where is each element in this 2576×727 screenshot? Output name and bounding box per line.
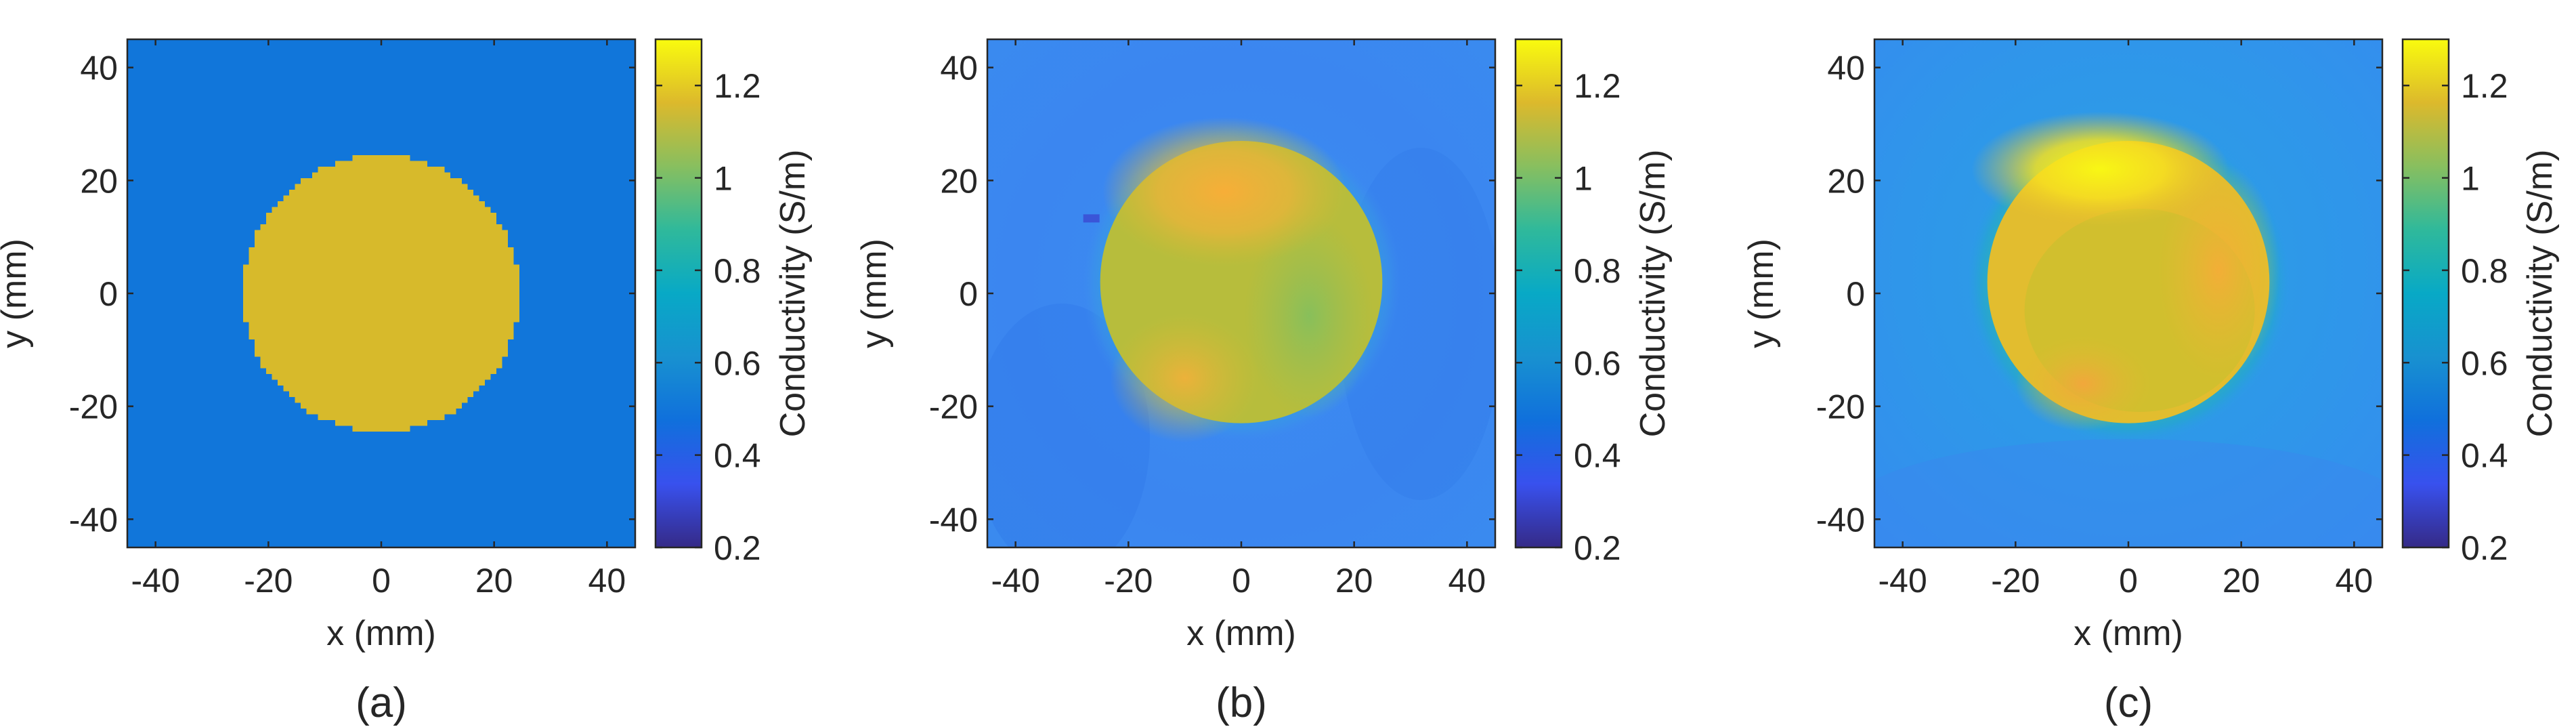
colorbar — [1514, 38, 1563, 549]
heatmap — [127, 39, 635, 547]
colorbar-label: Conductivity (S/m) — [2520, 150, 2560, 438]
x-tick-label: -40 — [131, 562, 180, 600]
y-axis-label: y (mm) — [0, 238, 34, 348]
heatmap — [1874, 39, 2382, 547]
inclusion-hotspot — [1102, 117, 1346, 266]
x-tick-label: -40 — [991, 562, 1040, 600]
y-tick-label: -40 — [1816, 501, 1865, 539]
heatmap-layers — [987, 39, 1495, 547]
y-tick-label: 20 — [80, 162, 118, 200]
colorbar-tick-label: 1.2 — [1574, 67, 1621, 105]
artifact-pixel — [1083, 214, 1100, 223]
colorbar-tick-label: 1 — [714, 160, 733, 198]
colorbar-tick-label: 1 — [1574, 160, 1593, 198]
x-tick-label: 20 — [475, 562, 513, 600]
y-tick-label: 0 — [99, 275, 118, 313]
colorbar-tick-label: 0.4 — [2461, 437, 2508, 475]
y-tick-label: 0 — [959, 275, 978, 313]
colorbar-tick-label: 1 — [2461, 160, 2480, 198]
colorbar-label: Conductivity (S/m) — [773, 150, 813, 438]
heatmap — [987, 39, 1495, 547]
colorbar-label: Conductivity (S/m) — [1633, 150, 1673, 438]
panel-c: -40 -20 0 20 40 -40 -20 0 20 40 x (mm) y (mm) 0.2 0.4… — [1742, 38, 2560, 726]
inclusion-hotspot — [2015, 336, 2151, 432]
inclusion-hotspot — [1971, 111, 2229, 227]
colorbar-tick-label: 0.4 — [1574, 437, 1621, 475]
colorbar — [654, 38, 703, 549]
x-tick-label: 40 — [2336, 562, 2374, 600]
colorbar-tick-label: 0.6 — [2461, 344, 2508, 382]
y-tick-label: -20 — [929, 388, 978, 426]
colorbar-tick-label: 0.8 — [2461, 252, 2508, 290]
x-tick-label: -40 — [1879, 562, 1927, 600]
colorbar-tick-label: 1.2 — [2461, 67, 2508, 105]
colorbar-tick-label: 0.2 — [1574, 529, 1621, 567]
x-tick-label: 40 — [1448, 562, 1486, 600]
y-tick-label: 40 — [80, 49, 118, 87]
inclusion-lowspot — [1245, 214, 1373, 418]
inclusion-disk — [243, 154, 519, 432]
x-axis-label: x (mm) — [326, 614, 436, 653]
panel-caption: (b) — [1216, 680, 1267, 726]
y-tick-label: 20 — [940, 162, 978, 200]
x-tick-label: 0 — [1232, 562, 1251, 600]
x-tick-label: 20 — [2223, 562, 2260, 600]
y-axis-label: y (mm) — [855, 238, 894, 348]
y-tick-label: -40 — [69, 501, 118, 539]
x-tick-label: -20 — [244, 562, 293, 600]
inclusion-hotspot — [2158, 162, 2280, 379]
panel-caption: (c) — [2104, 680, 2153, 726]
colorbar-tick-label: 0.2 — [2461, 529, 2508, 567]
colorbar-tick-label: 0.6 — [1574, 344, 1621, 382]
colorbar-tick-label: 0.8 — [1574, 252, 1621, 290]
colorbar — [2401, 38, 2450, 549]
panel-caption: (a) — [356, 680, 407, 726]
y-tick-label: 40 — [940, 49, 978, 87]
x-tick-label: 0 — [372, 562, 391, 600]
x-tick-label: -20 — [1104, 562, 1153, 600]
colorbar-tick-label: 0.6 — [714, 344, 761, 382]
panel-a: -40 -20 0 20 40 -40 -20 0 20 40 x (mm) y (mm) 0.2 0.4… — [0, 38, 813, 726]
y-tick-label: -20 — [1816, 388, 1865, 426]
y-tick-label: 20 — [1827, 162, 1865, 200]
x-axis-label: x (mm) — [2074, 614, 2183, 653]
y-tick-label: 0 — [1846, 275, 1865, 313]
y-axis-label: y (mm) — [1742, 238, 1781, 348]
x-axis-label: x (mm) — [1186, 614, 1296, 653]
heatmap-layers — [1874, 39, 2382, 547]
colorbar-tick-label: 0.8 — [714, 252, 761, 290]
panel-b: -40 -20 0 20 40 -40 -20 0 20 40 x (mm) y (mm) 0.2 0.4… — [855, 38, 1673, 726]
y-tick-label: 40 — [1827, 49, 1865, 87]
background-dip — [1874, 439, 2382, 547]
colorbar-tick-label: 0.4 — [714, 437, 761, 475]
y-tick-label: -20 — [69, 388, 118, 426]
x-tick-label: -20 — [1991, 562, 2040, 600]
x-tick-label: 0 — [2119, 562, 2138, 600]
y-tick-label: -40 — [929, 501, 978, 539]
x-tick-label: 20 — [1335, 562, 1373, 600]
x-tick-label: 40 — [588, 562, 626, 600]
inclusion-hotspot — [1110, 314, 1260, 442]
colorbar-tick-label: 0.2 — [714, 529, 761, 567]
colorbar-tick-label: 1.2 — [714, 67, 761, 105]
